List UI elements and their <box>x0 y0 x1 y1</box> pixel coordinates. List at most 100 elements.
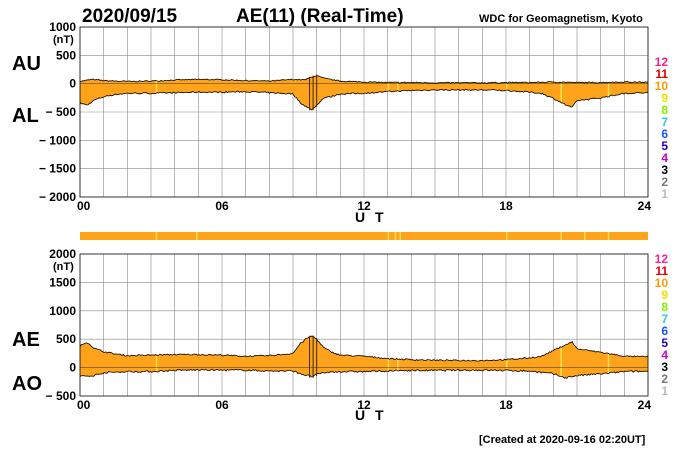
data-gap-streak <box>387 82 390 92</box>
y-tick-label: − 2000 <box>39 190 76 204</box>
legend-item-3: 3 <box>661 163 668 177</box>
y-tick-label: 1500 <box>49 275 76 289</box>
ae-ao-y-ticks: 2000 1500 1000 500 0 − 500 <box>46 247 77 403</box>
data-gap-streak <box>607 82 610 97</box>
legend-item-4: 4 <box>661 348 668 362</box>
station-bar <box>80 232 648 240</box>
al-line <box>79 88 649 111</box>
y-tick-label: − 1000 <box>39 133 76 147</box>
x-tick-label: 00 <box>77 199 91 213</box>
x-tick-label: 12 <box>357 199 371 213</box>
y-tick-label: 0 <box>69 361 76 375</box>
legend-item-9: 9 <box>661 288 668 302</box>
au-al-series <box>79 74 649 111</box>
ae-ao-panel: 2000 1500 1000 500 0 − 500 00 06 12 18 24 (nT) AE… <box>12 247 651 423</box>
legend-item-4: 4 <box>661 151 668 165</box>
legend-item-1: 1 <box>661 384 668 398</box>
legend-item-5: 5 <box>661 139 668 153</box>
ao-label: AO <box>12 373 42 395</box>
legend-item-8: 8 <box>661 103 668 117</box>
station-bar-gap <box>399 232 401 240</box>
legend-item-3: 3 <box>661 360 668 374</box>
au-al-unit-label: (nT) <box>53 34 74 46</box>
x-tick-label: 00 <box>77 398 91 412</box>
al-label: AL <box>12 105 39 127</box>
legend-item-2: 2 <box>661 372 668 386</box>
x-tick-label: 24 <box>638 398 652 412</box>
station-bar-gap <box>560 232 562 240</box>
chart-title: AE(11) (Real-Time) <box>236 6 404 27</box>
ae-label: AE <box>12 329 40 351</box>
station-bar-gap <box>584 232 586 240</box>
legend-item-7: 7 <box>661 115 668 129</box>
x-tick-label: 12 <box>357 398 371 412</box>
legend-item-7: 7 <box>661 312 668 326</box>
station-bar-gap <box>607 232 610 240</box>
au-al-frame <box>79 26 649 198</box>
legend-item-10: 10 <box>655 79 669 93</box>
ae-ao-unit-label: (nT) <box>53 261 74 273</box>
source-label: WDC for Geomagnetism, Kyoto <box>479 13 643 25</box>
data-gap-streak <box>560 82 562 103</box>
x-tick-label: 06 <box>215 199 229 213</box>
legend-item-1: 1 <box>661 187 668 201</box>
y-tick-label: − 500 <box>46 389 77 403</box>
y-tick-label: − 1500 <box>39 162 76 176</box>
data-gap-streak <box>397 358 399 371</box>
au-al-y-ticks: 1000 500 0 − 500 − 1000 − 1500 − 2000 <box>39 20 76 204</box>
ao-line <box>79 368 649 379</box>
station-bar-gap <box>195 232 198 240</box>
date-label: 2020/09/15 <box>82 6 178 27</box>
legend-item-10: 10 <box>655 276 669 290</box>
x-tick-label: 18 <box>499 199 513 213</box>
ae-ao-frame <box>79 253 649 397</box>
legend-item-12: 12 <box>655 55 669 69</box>
y-tick-label: − 500 <box>46 105 77 119</box>
y-tick-label: 1000 <box>49 304 76 318</box>
ae-ao-x-ticks: 00 06 12 18 24 <box>77 398 651 412</box>
ae-ao-x-axis-label: U T <box>355 407 387 423</box>
x-tick-label: 24 <box>638 199 652 213</box>
legend-item-11: 11 <box>655 67 668 81</box>
station-count-bar <box>80 232 648 240</box>
station-bar-gap <box>394 232 397 240</box>
legend-item-8: 8 <box>661 300 668 314</box>
data-gap-streak <box>607 353 610 374</box>
created-timestamp: [Created at 2020-09-16 02:20UT] <box>479 434 646 446</box>
y-tick-label: 0 <box>69 77 76 91</box>
au-label: AU <box>12 53 41 75</box>
data-gap-streak <box>506 359 508 371</box>
legend-item-2: 2 <box>661 175 668 189</box>
au-al-x-ticks: 00 06 12 18 24 <box>77 199 651 213</box>
data-gap-streak <box>387 358 390 372</box>
x-tick-label: 18 <box>499 398 513 412</box>
y-tick-label: 500 <box>56 48 76 62</box>
x-tick-label: 06 <box>215 398 229 412</box>
station-bar-gap <box>387 232 390 240</box>
data-gap-streak <box>506 82 508 91</box>
ae-ao-series <box>79 335 649 379</box>
legend-item-5: 5 <box>661 336 668 350</box>
au-al-x-axis-label: U T <box>355 209 387 225</box>
ae-line <box>79 335 649 362</box>
legend-item-9: 9 <box>661 91 668 105</box>
data-gap-streak <box>155 354 158 372</box>
data-gap-streak <box>155 80 158 94</box>
station-bar-gap <box>155 232 158 240</box>
y-tick-label: 1000 <box>49 20 76 34</box>
au-al-panel: 1000 500 0 − 500 − 1000 − 1500 − 2000 00 06 12 18… <box>12 20 651 225</box>
data-gap-streak <box>560 347 562 377</box>
station-bar-gap <box>506 232 508 240</box>
station-bar-gaps <box>155 232 610 240</box>
legend-item-6: 6 <box>661 324 668 338</box>
au-al-grid <box>80 27 648 197</box>
y-tick-label: 2000 <box>49 247 76 261</box>
au-line <box>79 75 649 84</box>
y-tick-label: 500 <box>56 332 76 346</box>
data-gap-streak <box>397 82 399 92</box>
legend-item-11: 11 <box>655 264 668 278</box>
legend-item-6: 6 <box>661 127 668 141</box>
